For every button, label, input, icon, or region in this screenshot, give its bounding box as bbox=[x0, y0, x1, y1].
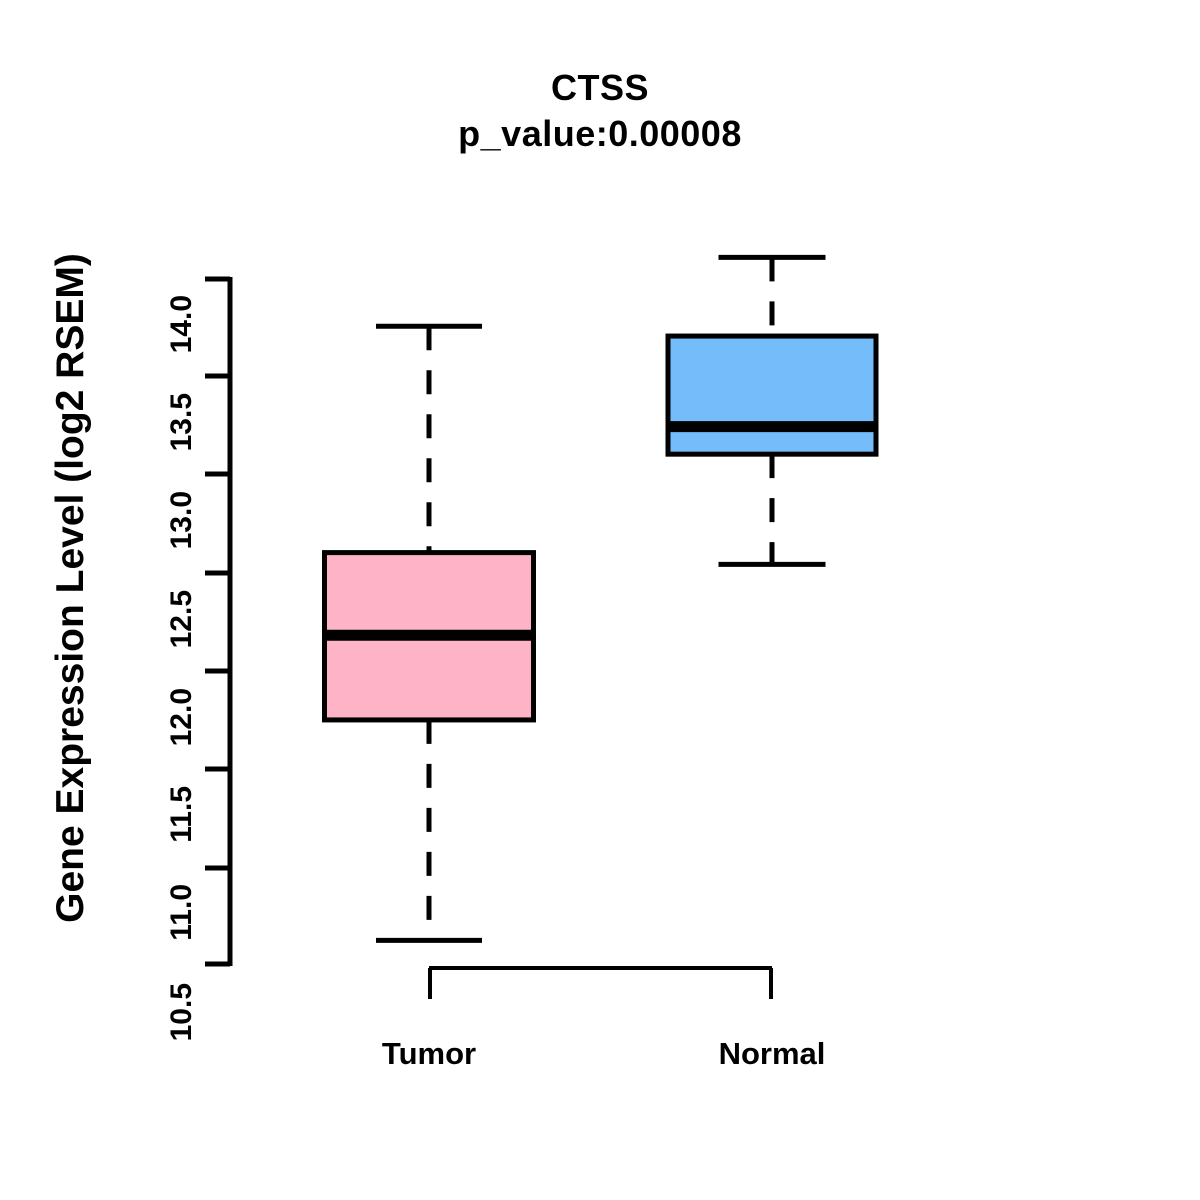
box-normal[interactable] bbox=[665, 254, 879, 567]
box-tumor[interactable] bbox=[322, 323, 536, 943]
chart-subtitle-pvalue: p_value:0.00008 bbox=[458, 113, 742, 155]
x-axis-bracket bbox=[428, 966, 773, 999]
chart-title: CTSS bbox=[550, 67, 649, 108]
chart-title-block: CTSS p_value:0.00008 bbox=[0, 67, 1200, 155]
x-tick-label-normal: Normal bbox=[718, 1036, 826, 1071]
y-axis bbox=[205, 276, 233, 967]
normal-box-rect[interactable] bbox=[665, 333, 879, 457]
x-tick-label-tumor: Tumor bbox=[381, 1036, 477, 1071]
